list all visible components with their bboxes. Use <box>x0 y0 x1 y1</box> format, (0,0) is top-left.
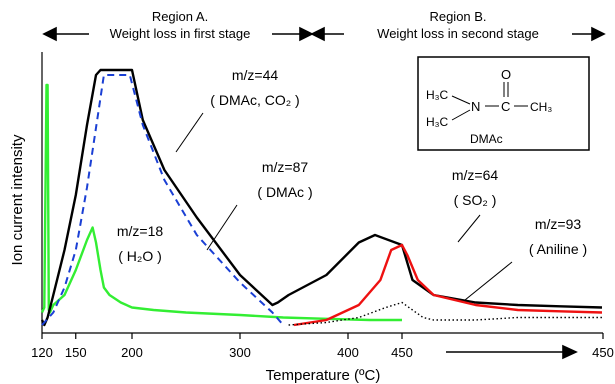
label-mz64: m/z=64 <box>452 167 499 183</box>
leader-mz87 <box>206 204 238 251</box>
region-a-label: Region A. <box>152 9 208 24</box>
leader-mz44 <box>175 112 204 153</box>
x-tick-label-3: 300 <box>229 345 251 360</box>
atom-c: C <box>501 99 510 114</box>
atom-h3c-bottom: H₃C <box>426 115 449 129</box>
series-line-mz44 <box>40 68 603 327</box>
atom-n: N <box>471 99 480 114</box>
x-tick-label-5: 450 <box>391 345 413 360</box>
series-line-mz64 <box>293 243 603 327</box>
x-tick-label-1: 150 <box>65 345 87 360</box>
region-a-arrow <box>42 26 314 42</box>
bond-n-ch3-bottom <box>451 109 471 121</box>
leader-mz93 <box>464 261 513 301</box>
x-tick-label-2: 200 <box>121 345 143 360</box>
atom-ch3: CH₃ <box>530 100 552 114</box>
label-mz93-sub: ( Aniline ) <box>529 241 587 257</box>
region-b-sublabel: Weight loss in second stage <box>377 26 539 41</box>
dmac-structure-inset: H₃C H₃C N C O CH₃ DMAc <box>417 56 590 151</box>
x-axis-label: Temperature (ºC) <box>266 367 381 384</box>
region-b-arrow <box>310 26 606 42</box>
region-a-sublabel: Weight loss in first stage <box>110 26 251 41</box>
atom-o: O <box>501 67 511 82</box>
inset-frame <box>417 56 590 151</box>
y-axis-label: Ion current intensity <box>9 134 26 265</box>
x-tick-label-0: 120 <box>31 345 53 360</box>
label-mz18: m/z=18 <box>117 223 164 239</box>
x-axis-arrow <box>446 344 578 360</box>
bond-n-ch3-top <box>451 95 471 105</box>
x-tick-label-6: 450 <box>592 345 614 360</box>
x-tick-label-4: 400 <box>337 345 359 360</box>
label-mz18-sub: ( H₂O ) <box>118 248 162 264</box>
x-ticks: 120 150 200 300 400 450 450 <box>31 333 614 360</box>
series-line-mz18 <box>40 83 402 322</box>
label-mz93: m/z=93 <box>535 216 582 232</box>
leader-mz64 <box>457 214 481 243</box>
label-mz87-sub: ( DMAc ) <box>257 184 312 200</box>
label-mz64-sub: ( SO₂ ) <box>454 192 497 208</box>
series-line-mz87 <box>41 74 284 326</box>
label-mz44: m/z=44 <box>232 67 279 83</box>
atom-h3c-top: H₃C <box>426 88 449 102</box>
series-layer <box>40 68 603 327</box>
inset-caption: DMAc <box>470 132 503 146</box>
label-mz87: m/z=87 <box>262 159 309 175</box>
label-mz44-sub: ( DMAc, CO₂ ) <box>210 92 299 108</box>
series-line-mz93 <box>288 301 602 326</box>
region-b-label: Region B. <box>429 9 486 24</box>
